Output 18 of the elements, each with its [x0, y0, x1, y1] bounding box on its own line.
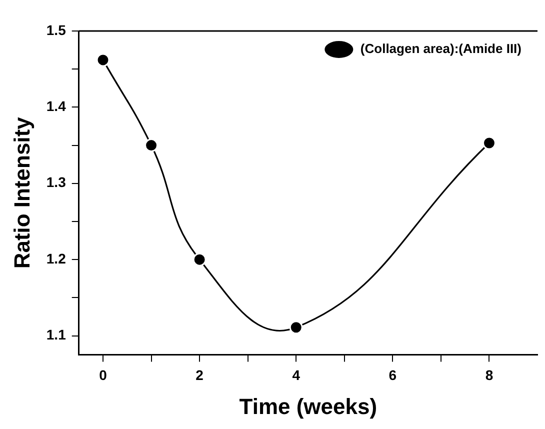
y-tick-label: 1.3 — [46, 174, 66, 190]
x-tick-label: 8 — [485, 367, 494, 384]
point — [482, 136, 496, 150]
y-tick-label: 1.4 — [46, 98, 66, 114]
x-tick-label: 2 — [196, 367, 204, 384]
point — [96, 53, 110, 67]
y-tick-label: 1.1 — [46, 326, 66, 343]
point — [289, 320, 303, 334]
y-tick-label: 1.5 — [46, 22, 66, 38]
y-tick-label: 1.2 — [46, 250, 66, 266]
point — [192, 252, 206, 266]
y-axis-title: Ratio Intensity — [9, 116, 34, 269]
x-tick-label: 4 — [292, 367, 300, 384]
x-axis-title: Time (weeks) — [239, 394, 378, 419]
point — [144, 138, 158, 152]
x-tick-label: 6 — [388, 367, 397, 384]
x-tick-label: 0 — [99, 367, 108, 384]
legend-label: (Collagen area):(Amide III) — [360, 41, 522, 56]
